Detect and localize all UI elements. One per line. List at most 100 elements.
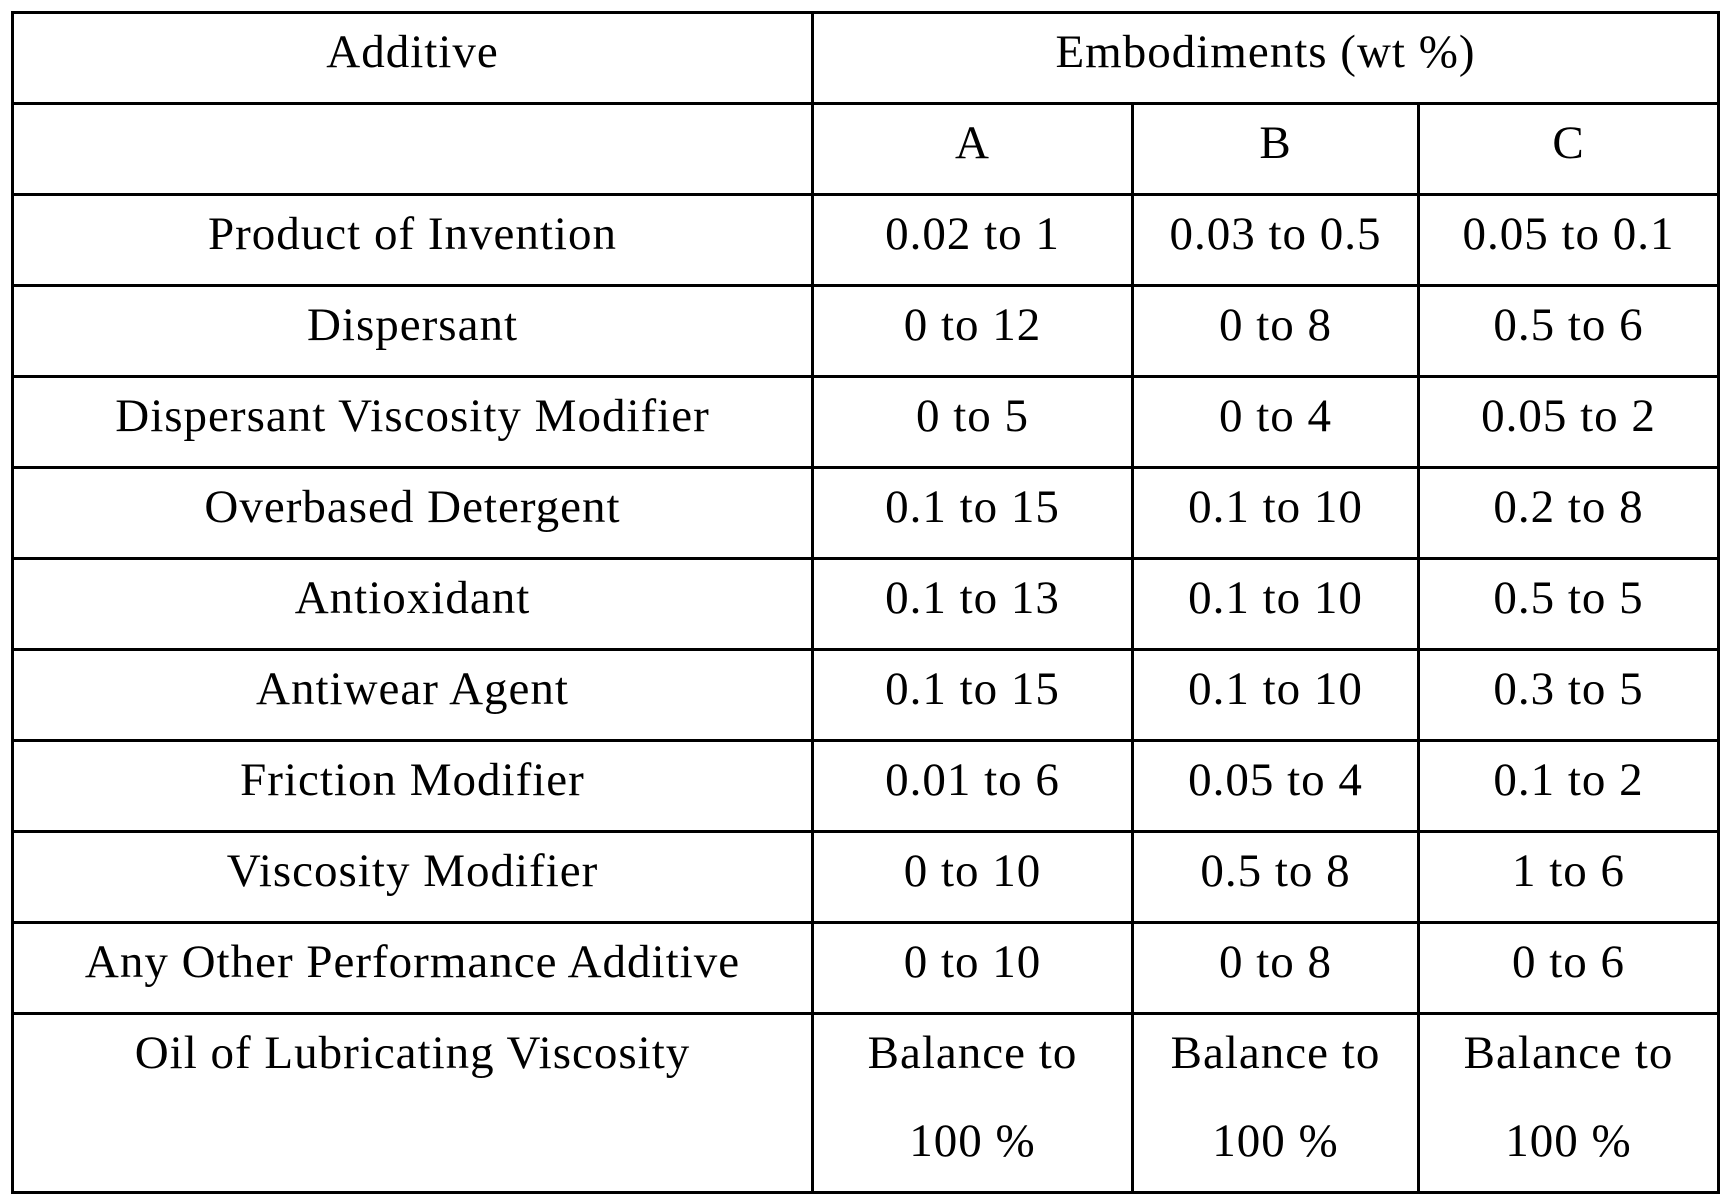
value-a: 0 to 12	[814, 286, 1131, 370]
value-c-cell: 0.5 to 6	[1419, 286, 1719, 377]
table-row: Dispersant 0 to 12 0 to 8 0.5 to 6	[13, 286, 1719, 377]
value-a-cell: Balance to 100 %	[813, 1014, 1133, 1193]
embodiment-c-header: C	[1420, 104, 1717, 188]
additive-name: Dispersant Viscosity Modifier	[14, 377, 811, 461]
value-b-cell: 0.1 to 10	[1133, 559, 1419, 650]
additive-cell: Dispersant Viscosity Modifier	[13, 377, 813, 468]
additive-name: Friction Modifier	[14, 741, 811, 825]
table-body: Additive Embodiments (wt %) A B C Produc…	[13, 13, 1719, 1193]
value-c: 0.5 to 6	[1420, 286, 1717, 370]
value-c: 0 to 6	[1420, 923, 1717, 1007]
additive-name: Overbased Detergent	[14, 468, 811, 552]
additive-cell: Product of Invention	[13, 195, 813, 286]
additive-name: Antiwear Agent	[14, 650, 811, 734]
table-row: Any Other Performance Additive 0 to 10 0…	[13, 923, 1719, 1014]
value-a: 0 to 10	[814, 832, 1131, 916]
value-a: 0 to 10	[814, 923, 1131, 1007]
value-b: 0.1 to 10	[1134, 559, 1417, 643]
value-b: Balance to 100 %	[1134, 1014, 1417, 1186]
value-c-cell: 0.3 to 5	[1419, 650, 1719, 741]
value-c-cell: 0.5 to 5	[1419, 559, 1719, 650]
table-row: Antioxidant 0.1 to 13 0.1 to 10 0.5 to 5	[13, 559, 1719, 650]
additive-cell: Any Other Performance Additive	[13, 923, 813, 1014]
additive-name: Any Other Performance Additive	[14, 923, 811, 1007]
value-b-cell: 0.03 to 0.5	[1133, 195, 1419, 286]
embodiment-c-header-cell: C	[1419, 104, 1719, 195]
header-embodiments: Embodiments (wt %)	[814, 13, 1717, 97]
header-row: Additive Embodiments (wt %)	[13, 13, 1719, 104]
value-a-line1: Balance to	[814, 1014, 1131, 1098]
value-a-line2: 100 %	[814, 1097, 1131, 1185]
value-c: 0.05 to 0.1	[1420, 195, 1717, 279]
additive-name: Antioxidant	[14, 559, 811, 643]
additive-cell: Friction Modifier	[13, 741, 813, 832]
table-row: Antiwear Agent 0.1 to 15 0.1 to 10 0.3 t…	[13, 650, 1719, 741]
value-a: 0.01 to 6	[814, 741, 1131, 825]
embodiment-a-header: A	[814, 104, 1131, 188]
value-c-cell: Balance to 100 %	[1419, 1014, 1719, 1193]
value-b-cell: 0 to 8	[1133, 286, 1419, 377]
value-b: 0 to 8	[1134, 923, 1417, 1007]
value-b-cell: 0 to 4	[1133, 377, 1419, 468]
value-c-cell: 0.1 to 2	[1419, 741, 1719, 832]
value-a-cell: 0.1 to 15	[813, 468, 1133, 559]
value-b-line2: 100 %	[1134, 1097, 1417, 1185]
value-c-line2: 100 %	[1420, 1097, 1717, 1185]
value-a-cell: 0 to 12	[813, 286, 1133, 377]
value-c: 0.5 to 5	[1420, 559, 1717, 643]
additive-cell: Antioxidant	[13, 559, 813, 650]
value-a-cell: 0 to 5	[813, 377, 1133, 468]
additive-cell: Oil of Lubricating Viscosity	[13, 1014, 813, 1193]
subheader-empty-cell	[13, 104, 813, 195]
header-additive-cell: Additive	[13, 13, 813, 104]
value-b-cell: Balance to 100 %	[1133, 1014, 1419, 1193]
value-a: 0.1 to 15	[814, 468, 1131, 552]
value-a-cell: 0 to 10	[813, 832, 1133, 923]
embodiment-a-header-cell: A	[813, 104, 1133, 195]
table-row: Overbased Detergent 0.1 to 15 0.1 to 10 …	[13, 468, 1719, 559]
value-c-cell: 0 to 6	[1419, 923, 1719, 1014]
value-b-cell: 0.1 to 10	[1133, 650, 1419, 741]
value-a-cell: 0.01 to 6	[813, 741, 1133, 832]
value-c: 0.2 to 8	[1420, 468, 1717, 552]
value-b: 0.1 to 10	[1134, 650, 1417, 734]
value-a-cell: 0.1 to 15	[813, 650, 1133, 741]
value-a: 0.1 to 13	[814, 559, 1131, 643]
value-b: 0 to 8	[1134, 286, 1417, 370]
value-c: 0.05 to 2	[1420, 377, 1717, 461]
header-additive: Additive	[14, 13, 811, 97]
value-c: Balance to 100 %	[1420, 1014, 1717, 1186]
value-c: 0.1 to 2	[1420, 741, 1717, 825]
additive-name: Oil of Lubricating Viscosity	[14, 1014, 811, 1098]
value-b-cell: 0.5 to 8	[1133, 832, 1419, 923]
value-b-cell: 0.1 to 10	[1133, 468, 1419, 559]
value-a-cell: 0.02 to 1	[813, 195, 1133, 286]
value-b: 0.1 to 10	[1134, 468, 1417, 552]
additive-cell: Dispersant	[13, 286, 813, 377]
table-row: Viscosity Modifier 0 to 10 0.5 to 8 1 to…	[13, 832, 1719, 923]
value-c-cell: 0.2 to 8	[1419, 468, 1719, 559]
value-a-cell: 0 to 10	[813, 923, 1133, 1014]
additive-name: Viscosity Modifier	[14, 832, 811, 916]
additive-cell: Antiwear Agent	[13, 650, 813, 741]
value-b: 0.05 to 4	[1134, 741, 1417, 825]
table-row: Friction Modifier 0.01 to 6 0.05 to 4 0.…	[13, 741, 1719, 832]
value-a-cell: 0.1 to 13	[813, 559, 1133, 650]
value-a: 0.02 to 1	[814, 195, 1131, 279]
value-a: 0.1 to 15	[814, 650, 1131, 734]
header-embodiments-cell: Embodiments (wt %)	[813, 13, 1719, 104]
value-b: 0.03 to 0.5	[1134, 195, 1417, 279]
value-c-line1: Balance to	[1420, 1014, 1717, 1098]
value-c: 1 to 6	[1420, 832, 1717, 916]
additive-cell: Overbased Detergent	[13, 468, 813, 559]
value-c-cell: 0.05 to 0.1	[1419, 195, 1719, 286]
additive-name: Dispersant	[14, 286, 811, 370]
value-b-cell: 0.05 to 4	[1133, 741, 1419, 832]
table-row-oil: Oil of Lubricating Viscosity Balance to …	[13, 1014, 1719, 1193]
subheader-row: A B C	[13, 104, 1719, 195]
value-c: 0.3 to 5	[1420, 650, 1717, 734]
table-row: Product of Invention 0.02 to 1 0.03 to 0…	[13, 195, 1719, 286]
value-b-cell: 0 to 8	[1133, 923, 1419, 1014]
embodiment-b-header-cell: B	[1133, 104, 1419, 195]
value-b-line1: Balance to	[1134, 1014, 1417, 1098]
